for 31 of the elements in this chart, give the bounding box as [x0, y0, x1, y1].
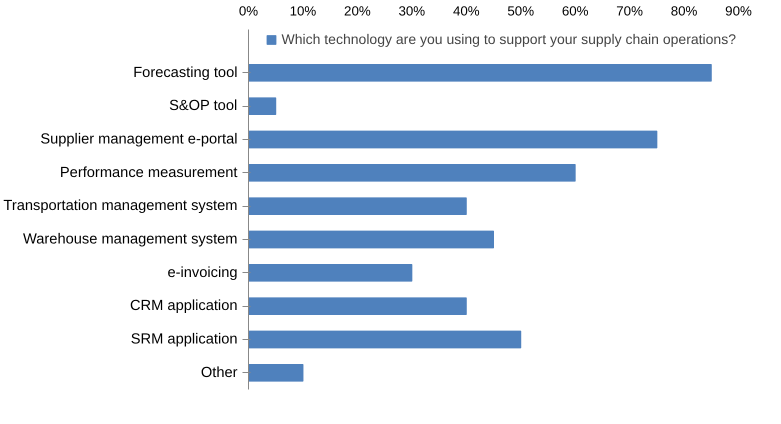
y-tick-label: Performance measurement [60, 164, 238, 181]
y-tick-label: Warehouse management system [22, 232, 238, 248]
x-tick-label: 70% [616, 4, 644, 18]
y-tick-label: Supplier management e-portal [40, 132, 238, 148]
x-tick-label: 20% [344, 4, 371, 18]
x-tick-label: 30% [398, 4, 426, 18]
legend-label: Which technology are you using to support your supply chain operations? [282, 31, 736, 47]
bar [248, 197, 467, 215]
y-tick-label: CRM application [130, 298, 238, 314]
bar [248, 297, 467, 315]
y-tick-label: Other [200, 364, 238, 381]
bar [248, 64, 712, 82]
bar [248, 97, 276, 115]
y-tick-label: Forecasting tool [133, 64, 238, 81]
bar [248, 130, 658, 148]
bar [248, 364, 304, 382]
y-tick-label: Transportation management system [3, 198, 238, 214]
x-tick-label: 10% [290, 4, 316, 18]
bar [248, 264, 412, 282]
x-tick-label: 80% [670, 4, 698, 18]
x-tick-label: 60% [562, 4, 589, 18]
y-tick-label: SRM application [130, 332, 238, 348]
bar [248, 230, 494, 248]
y-tick-label: e-invoicing [167, 264, 238, 281]
x-tick-label: 90% [725, 4, 752, 18]
bar [248, 330, 522, 348]
x-tick-label: 0% [238, 4, 258, 18]
bar [248, 164, 576, 182]
y-tick-label: S&OP tool [169, 98, 238, 114]
x-tick-label: 50% [507, 4, 534, 18]
x-tick-label: 40% [452, 4, 480, 18]
